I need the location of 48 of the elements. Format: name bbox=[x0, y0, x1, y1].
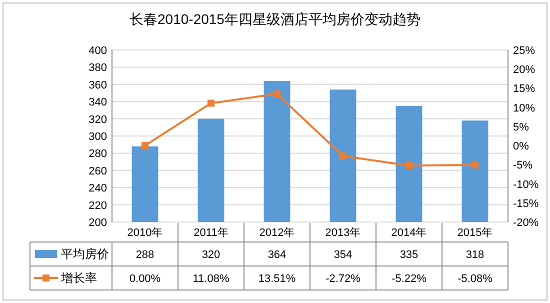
y2-tick-label: 25% bbox=[513, 45, 536, 57]
point bbox=[142, 142, 148, 150]
y2-tick-label: 20% bbox=[513, 64, 536, 76]
x-tick-label: 2011年 bbox=[194, 227, 228, 239]
y-tick-label: 220 bbox=[88, 200, 107, 212]
x-tick-label: 2013年 bbox=[325, 227, 361, 239]
legend-label: 增长率 bbox=[60, 271, 97, 285]
y-tick-label: 380 bbox=[88, 62, 107, 74]
y-tick-label: 340 bbox=[88, 96, 107, 109]
y2-tick-label: 15% bbox=[513, 83, 536, 96]
y-tick-label: 400 bbox=[88, 45, 107, 57]
y-tick-label: 200 bbox=[88, 217, 107, 229]
y2-tick-label: 5% bbox=[513, 121, 530, 134]
y2-tick-label: -5% bbox=[513, 160, 533, 172]
x-tick-label: 2012年 bbox=[259, 227, 295, 239]
y-tick-label: 260 bbox=[88, 165, 107, 178]
data-label: -5.08% bbox=[458, 273, 493, 285]
y2-tick-label: -15% bbox=[513, 198, 539, 210]
point bbox=[472, 161, 478, 168]
data-label: 11.08% bbox=[192, 273, 230, 285]
y2-tick-label: -20% bbox=[513, 217, 539, 229]
y2-tick-label: 0% bbox=[513, 140, 530, 153]
y2-tick-label: -10% bbox=[513, 178, 539, 191]
data-label: 364 bbox=[268, 249, 286, 261]
y2-tick-label: 10% bbox=[513, 102, 536, 114]
data-label: 13.51% bbox=[258, 273, 296, 285]
y-tick-label: 240 bbox=[88, 182, 107, 195]
data-label: -5.22% bbox=[392, 273, 427, 285]
point bbox=[208, 100, 214, 107]
data-label: 354 bbox=[334, 249, 352, 261]
x-tick-label: 2010年 bbox=[127, 227, 163, 239]
chart-title: 长春2010-2015年四星级酒店平均房价变动趋势 bbox=[130, 11, 420, 27]
y-tick-label: 320 bbox=[88, 114, 107, 126]
legend-label: 平均房价 bbox=[61, 247, 109, 261]
data-label: 0.00% bbox=[129, 273, 161, 285]
y-tick-label: 300 bbox=[88, 131, 107, 143]
data-label: -2.72% bbox=[326, 273, 361, 285]
data-label: 288 bbox=[136, 249, 154, 261]
x-tick-label: 2015年 bbox=[457, 227, 493, 239]
data-label: 320 bbox=[202, 249, 220, 261]
x-tick-label: 2014年 bbox=[391, 227, 427, 239]
y-tick-label: 280 bbox=[88, 148, 107, 160]
data-label: 335 bbox=[400, 249, 418, 261]
point bbox=[274, 90, 280, 98]
point bbox=[340, 152, 346, 160]
point bbox=[406, 162, 412, 170]
data-label: 318 bbox=[466, 249, 484, 261]
y-tick-label: 360 bbox=[88, 79, 107, 92]
